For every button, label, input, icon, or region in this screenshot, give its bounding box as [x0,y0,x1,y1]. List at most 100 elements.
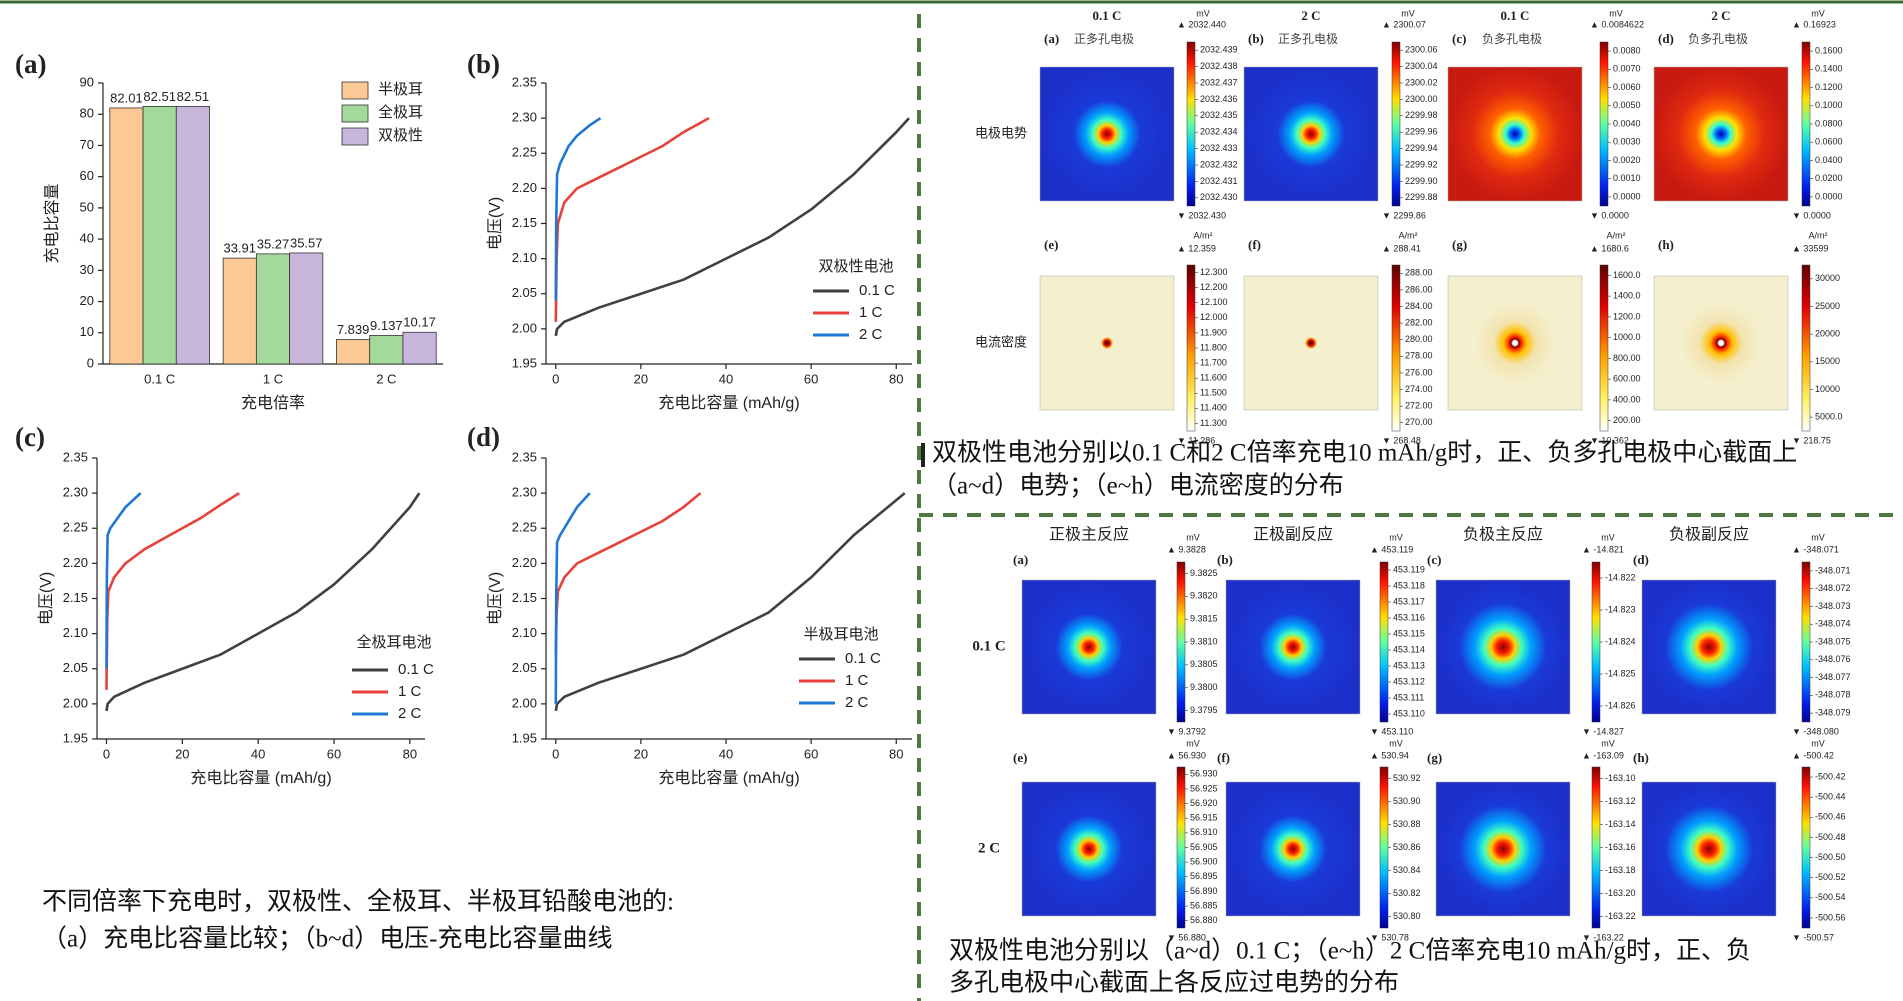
colorbar-tick-label: -163.22 [1605,911,1636,921]
colorbar-tick-label: 5000.0 [1815,412,1843,422]
colorbar-tick-label: 0.0030 [1613,137,1641,147]
line-series [105,492,421,712]
legend-title: 双极性电池 [818,258,893,275]
heatmap [1435,579,1571,715]
legend-swatch [341,104,369,123]
colorbar [1801,41,1811,207]
y-tick-label: 1.95 [512,730,537,745]
colorbar-max: ▲ 56.930 [1167,750,1206,760]
y-tick-label: 0 [87,355,94,370]
colorbar-min: ▼ -500.57 [1792,932,1834,942]
colorbar [1176,561,1186,723]
potential-caption: 双极性电池分别以0.1 C和2 C倍率充电10 mAh/g时，正、负多孔电极中心… [932,439,1797,467]
colorbar-max: ▲ 1680.6 [1590,243,1629,253]
panel-label: (c) [1452,31,1466,46]
data-label: 33.91 [223,241,256,256]
colorbar-tick-label: 453.118 [1393,580,1425,590]
legend-label: 双极性 [378,127,423,144]
colorbar-max: ▲ 530.94 [1370,750,1409,760]
colorbar-tick-label: 530.86 [1393,842,1421,852]
colorbar-tick-label: 453.115 [1393,628,1425,638]
colorbar-unit: mV [1389,738,1403,748]
panel-label: (a) [15,49,46,79]
bar [402,331,437,365]
legend-title: 全极耳电池 [356,633,431,651]
colorbar-tick-label: 56.885 [1190,900,1218,910]
data-label: 9.137 [370,318,403,333]
colorbar-tick-label: 2300.02 [1405,77,1438,87]
colorbar-tick-label: 2032.434 [1200,127,1238,137]
colorbar-tick-label: 0.0800 [1815,118,1843,128]
colorbar [1379,766,1389,929]
colorbar-max: ▲ 2300.07 [1382,19,1426,29]
legend-label: 0.1 C [845,650,881,667]
y-tick-label: 2.35 [512,74,537,89]
colorbar-tick-label: 0.0070 [1613,64,1641,74]
x-axis-label: 充电比容量 (mAh/g) [658,394,799,412]
x-tick-label: 0.1 C [144,371,175,386]
panel-label: (e) [1013,750,1027,765]
colorbar-tick-label: 2032.432 [1200,159,1238,169]
x-tick-label: 0 [552,371,559,386]
line-series [554,117,910,337]
colorbar-unit: mV [1196,8,1210,18]
colorbar-max: ▲ 33599 [1792,243,1828,253]
x-tick-label: 60 [804,371,818,386]
colorbar-tick-label: 0.1600 [1815,45,1843,55]
x-tick-label: 80 [889,371,903,386]
y-tick-label: 2.20 [512,180,537,195]
legend-label: 2 C [859,326,883,343]
legend-label: 全极耳 [378,103,423,121]
y-tick-label: 2.20 [63,555,88,570]
colorbar [1599,264,1609,432]
colorbar-tick-label: 30000 [1815,273,1840,283]
y-tick-label: 2.10 [512,625,537,640]
colorbar-tick-label: 56.920 [1190,798,1218,808]
colorbar-tick-label: -500.56 [1815,912,1846,922]
y-tick-label: 2.15 [512,215,537,230]
panel-label: (f) [1217,750,1230,765]
line-series [554,492,906,712]
colorbar-tick-label: -500.48 [1815,832,1846,842]
colorbar-tick-label: 56.900 [1190,857,1218,867]
x-tick-label: 20 [634,371,648,386]
panel-subtitle: 负多孔电极 [1482,32,1542,46]
colorbar-tick-label: 284.00 [1405,301,1433,311]
potential-caption: （a~d）电势；（e~h）电流密度的分布 [932,472,1344,500]
bar [222,257,257,365]
colorbar-tick-label: -348.076 [1815,654,1851,664]
colorbar-max: ▲ -500.42 [1792,750,1834,760]
colorbar-tick-label: 2032.436 [1200,94,1238,104]
bar [336,339,371,365]
colorbar-tick-label: 453.114 [1393,644,1425,654]
column-header: 正极主反应 [1049,525,1129,544]
colorbar-tick-label: -500.42 [1815,771,1846,781]
y-axis-label: 电压(V) [37,572,55,625]
colorbar-max: ▲ 0.16923 [1792,19,1836,29]
colorbar-tick-label: 530.82 [1393,888,1421,898]
data-label: 35.57 [290,235,323,250]
legend-label: 2 C [845,694,869,711]
colorbar-min: ▼ 530.78 [1370,932,1409,942]
data-label: 82.01 [110,90,143,105]
colorbar-tick-label: 1400.0 [1613,291,1641,301]
x-axis-label: 充电比容量 (mAh/g) [190,769,331,787]
panel-label: (f) [1248,237,1261,252]
colorbar-unit: mV [1601,532,1615,542]
colorbar-tick-label: 288.00 [1405,268,1433,278]
colorbar-tick-label: 453.117 [1393,596,1425,606]
heatmap [1225,579,1361,715]
colorbar-tick-label: 11.700 [1200,357,1227,367]
colorbar-tick-label: 0.0400 [1815,155,1843,165]
colorbar [1801,264,1811,432]
y-tick-label: 2.30 [63,485,88,500]
colorbar-tick-label: 282.00 [1405,317,1433,327]
bar [289,252,324,365]
colorbar-min: ▼ -348.080 [1792,726,1839,736]
heatmap [1447,66,1583,202]
colorbar-tick-label: 0.0200 [1815,173,1843,183]
colorbar-tick-label: -348.072 [1815,583,1851,593]
colorbar-unit: mV [1601,738,1615,748]
y-tick-label: 1.95 [512,355,537,370]
legend-label: 1 C [845,672,869,689]
